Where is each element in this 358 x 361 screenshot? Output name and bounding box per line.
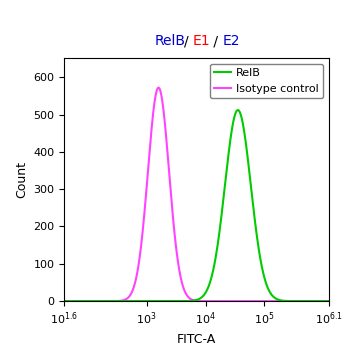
Text: E2: E2 <box>222 34 240 48</box>
Text: /: / <box>184 34 193 48</box>
RelB <box>164 299 168 303</box>
Isotype control <box>164 132 168 137</box>
Y-axis label: Count: Count <box>15 161 28 198</box>
Isotype control <box>156 86 161 90</box>
Isotype control <box>62 299 67 303</box>
Isotype control <box>108 299 112 303</box>
RelB <box>236 108 240 112</box>
Isotype control <box>322 299 326 303</box>
Text: E1: E1 <box>193 34 210 48</box>
Isotype control <box>175 256 180 260</box>
RelB <box>92 299 97 303</box>
Isotype control <box>92 299 97 303</box>
RelB <box>322 299 326 303</box>
RelB <box>327 299 331 303</box>
Legend: RelB, Isotype control: RelB, Isotype control <box>210 64 324 98</box>
RelB <box>175 299 179 303</box>
Isotype control <box>293 299 297 303</box>
Isotype control <box>327 299 331 303</box>
Text: RelB: RelB <box>155 34 185 48</box>
Text: /: / <box>209 34 223 48</box>
RelB <box>293 299 297 303</box>
X-axis label: FITC-A: FITC-A <box>177 333 216 346</box>
Line: Isotype control: Isotype control <box>64 88 329 301</box>
Line: RelB: RelB <box>64 110 329 301</box>
RelB <box>62 299 67 303</box>
RelB <box>108 299 112 303</box>
